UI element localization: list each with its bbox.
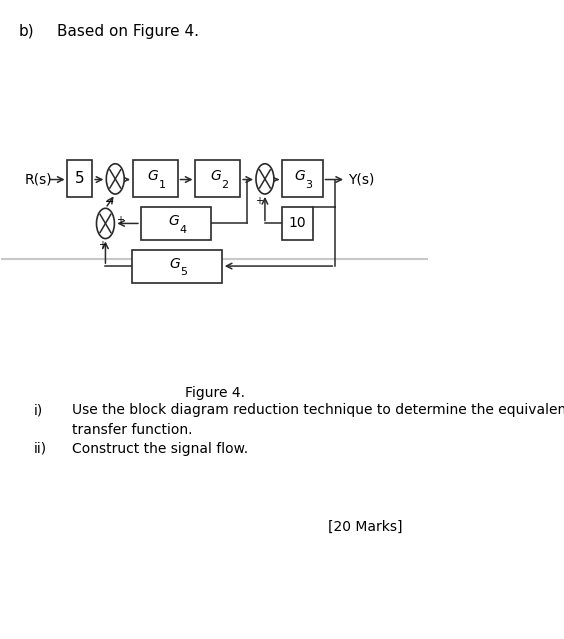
Text: Figure 4.: Figure 4. bbox=[184, 387, 245, 400]
Text: G: G bbox=[294, 169, 305, 183]
Text: 3: 3 bbox=[306, 180, 312, 190]
Text: transfer function.: transfer function. bbox=[72, 423, 192, 437]
Text: R(s): R(s) bbox=[25, 173, 52, 187]
Bar bbox=[195, 160, 240, 197]
Text: 5: 5 bbox=[180, 267, 187, 277]
Ellipse shape bbox=[96, 208, 114, 238]
Ellipse shape bbox=[256, 164, 274, 194]
Text: 1: 1 bbox=[158, 180, 165, 190]
Ellipse shape bbox=[106, 164, 124, 194]
Text: Construct the signal flow.: Construct the signal flow. bbox=[72, 442, 248, 456]
Text: Y(s): Y(s) bbox=[348, 173, 374, 187]
Text: G: G bbox=[168, 214, 179, 228]
Text: 10: 10 bbox=[289, 217, 306, 231]
Text: +: + bbox=[255, 196, 263, 206]
Text: −: − bbox=[105, 197, 114, 207]
Bar bbox=[282, 207, 312, 240]
Text: +: + bbox=[98, 240, 106, 250]
Text: 5: 5 bbox=[75, 171, 85, 186]
Text: Use the block diagram reduction technique to determine the equivalent: Use the block diagram reduction techniqu… bbox=[72, 403, 564, 417]
Text: 2: 2 bbox=[221, 180, 228, 190]
Bar bbox=[141, 207, 211, 240]
Text: G: G bbox=[147, 169, 158, 183]
Text: G: G bbox=[210, 169, 221, 183]
Bar bbox=[282, 160, 323, 197]
Bar bbox=[133, 249, 222, 282]
Text: Based on Figure 4.: Based on Figure 4. bbox=[57, 24, 199, 38]
Text: b): b) bbox=[19, 24, 34, 38]
Text: +: + bbox=[117, 215, 125, 226]
Bar bbox=[68, 160, 92, 197]
Text: 4: 4 bbox=[179, 225, 187, 235]
Text: [20 Marks]: [20 Marks] bbox=[328, 520, 402, 534]
Text: ii): ii) bbox=[33, 442, 46, 456]
Text: i): i) bbox=[33, 403, 43, 417]
Text: G: G bbox=[169, 256, 180, 270]
Bar bbox=[133, 160, 178, 197]
